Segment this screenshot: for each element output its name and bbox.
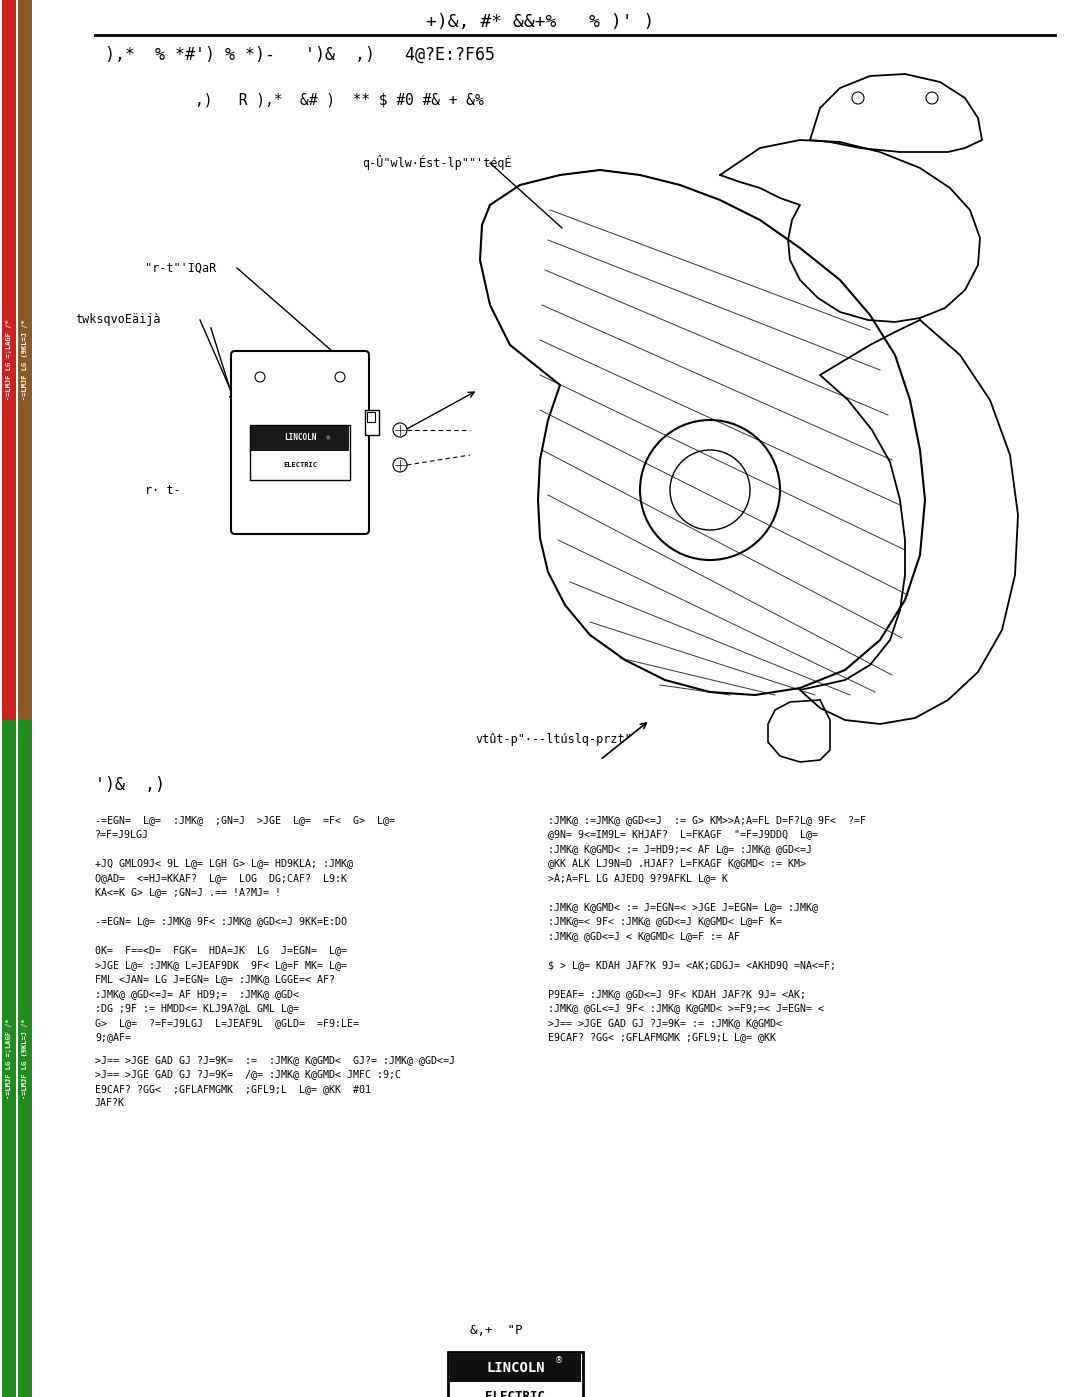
Text: >J== >JGE GAD GJ ?J=9K=  /@= :JMK@ K@GMD< JMFC :9;C: >J== >JGE GAD GJ ?J=9K= /@= :JMK@ K@GMD<… bbox=[95, 1070, 401, 1080]
Text: @9N= 9<=IM9L= KHJAF?  L=FKAGF  "=F=J9DDQ  L@=: @9N= 9<=IM9L= KHJAF? L=FKAGF "=F=J9DDQ L… bbox=[548, 830, 818, 840]
Bar bbox=[18, 719, 32, 1397]
Text: &,+  "P: &,+ "P bbox=[470, 1323, 523, 1337]
Text: ?=F=J9LGJ: ?=F=J9LGJ bbox=[95, 830, 149, 840]
Text: ®: ® bbox=[325, 436, 329, 441]
Text: ®: ® bbox=[554, 1356, 563, 1365]
Text: O@AD=  <=HJ=KKAF?  L@=  LOG  DG;CAF?  L9:K: O@AD= <=HJ=KKAF? L@= LOG DG;CAF? L9:K bbox=[95, 873, 347, 883]
Text: :JMK@ K@GMD< := J=EGN=< >JGE J=EGN= L@= :JMK@: :JMK@ K@GMD< := J=EGN=< >JGE J=EGN= L@= … bbox=[548, 902, 818, 912]
Text: 0K=  F==<D=  FGK=  HDA=JK  LG  J=EGN=  L@=: 0K= F==<D= FGK= HDA=JK LG J=EGN= L@= bbox=[95, 946, 347, 956]
Text: JAF?K: JAF?K bbox=[95, 1098, 125, 1108]
Text: >J== >JGE GAD GJ ?J=9K= := :JMK@ K@GMD<: >J== >JGE GAD GJ ?J=9K= := :JMK@ K@GMD< bbox=[548, 1018, 782, 1028]
Bar bbox=[2, 0, 16, 719]
Bar bbox=[450, 1354, 581, 1382]
Text: ELECTRIC: ELECTRIC bbox=[486, 1390, 545, 1397]
Bar bbox=[18, 0, 32, 719]
Text: q-Û"wlw·Ést-lp""'téqÉ: q-Û"wlw·Ést-lp""'téqÉ bbox=[362, 155, 512, 170]
Text: r· t-: r· t- bbox=[145, 483, 180, 496]
Text: E9CAF? ?GG< ;GFLAFMGMK ;GFL9;L L@= @KK: E9CAF? ?GG< ;GFLAFMGMK ;GFL9;L L@= @KK bbox=[548, 1032, 777, 1042]
Text: +)&, #* &&+%   % )' ): +)&, #* &&+% % )' ) bbox=[426, 13, 654, 31]
Text: FML <JAN= LG J=EGN= L@= :JMK@ LGGE=< AF?: FML <JAN= LG J=EGN= L@= :JMK@ LGGE=< AF? bbox=[95, 975, 335, 985]
Text: G>  L@=  ?=F=J9LGJ  L=JEAF9L  @GLD=  =F9:LE=: G> L@= ?=F=J9LGJ L=JEAF9L @GLD= =F9:LE= bbox=[95, 1018, 359, 1028]
Bar bbox=[251, 426, 349, 451]
Text: :JMK@ K@GMD< := J=HD9;=< AF L@= :JMK@ @GD<=J: :JMK@ K@GMD< := J=HD9;=< AF L@= :JMK@ @G… bbox=[548, 844, 812, 854]
Bar bbox=[249, 425, 350, 481]
Text: >JGE L@= :JMK@ L=JEAF9DK  9F< L@=F MK= L@=: >JGE L@= :JMK@ L=JEAF9DK 9F< L@=F MK= L@… bbox=[95, 960, 347, 970]
Text: -=LMJF LG =;LAGF /*: -=LMJF LG =;LAGF /* bbox=[6, 1018, 12, 1099]
Text: ELECTRIC: ELECTRIC bbox=[283, 462, 318, 468]
Text: vtût-p"·--ltúslq-przt": vtût-p"·--ltúslq-przt" bbox=[475, 733, 632, 746]
Text: -=LMJF LG (9KL=J /*: -=LMJF LG (9KL=J /* bbox=[22, 1018, 28, 1099]
Text: :JMK@ @GD<=J < K@GMD< L@=F := AF: :JMK@ @GD<=J < K@GMD< L@=F := AF bbox=[548, 930, 740, 942]
Text: :DG ;9F := HMDD<= KLJ9A?@L GML L@=: :DG ;9F := HMDD<= KLJ9A?@L GML L@= bbox=[95, 1003, 299, 1013]
Text: -=LMJF LG =;LAGF /*: -=LMJF LG =;LAGF /* bbox=[6, 320, 12, 401]
Text: +JQ GMLO9J< 9L L@= LGH G> L@= HD9KLA; :JMK@: +JQ GMLO9J< 9L L@= LGH G> L@= HD9KLA; :J… bbox=[95, 859, 353, 869]
Text: P9EAF= :JMK@ @GD<=J 9F< KDAH JAF?K 9J= <AK;: P9EAF= :JMK@ @GD<=J 9F< KDAH JAF?K 9J= <… bbox=[548, 989, 806, 999]
Bar bbox=[448, 1352, 583, 1397]
Text: $ > L@= KDAH JAF?K 9J= <AK;GDGJ= <AKHD9Q =NA<=F;: $ > L@= KDAH JAF?K 9J= <AK;GDGJ= <AKHD9Q… bbox=[548, 960, 836, 970]
Text: :JMK@=< 9F< :JMK@ @GD<=J K@GMD< L@=F K=: :JMK@=< 9F< :JMK@ @GD<=J K@GMD< L@=F K= bbox=[548, 916, 782, 926]
Bar bbox=[2, 719, 16, 1397]
Text: :JMK@ :=JMK@ @GD<=J  := G> KM>>A;A=FL D=F?L@ 9F<  ?=F: :JMK@ :=JMK@ @GD<=J := G> KM>>A;A=FL D=F… bbox=[548, 814, 866, 826]
Text: :JMK@ @GD<=J= AF HD9;=  :JMK@ @GD<: :JMK@ @GD<=J= AF HD9;= :JMK@ @GD< bbox=[95, 989, 299, 999]
Text: "r-t"'IQaR: "r-t"'IQaR bbox=[145, 261, 216, 274]
Text: twksqvoEäijà: twksqvoEäijà bbox=[75, 313, 161, 327]
Text: LINCOLN: LINCOLN bbox=[284, 433, 316, 443]
Text: >A;A=FL LG AJEDQ 9?9AFKL L@= K: >A;A=FL LG AJEDQ 9?9AFKL L@= K bbox=[548, 873, 728, 883]
Text: @KK ALK LJ9N=D .HJAF? L=FKAGF K@GMD< := KM>: @KK ALK LJ9N=D .HJAF? L=FKAGF K@GMD< := … bbox=[548, 859, 806, 869]
Text: ),*  % *#') % *)-   ')&  ,)   4@?E:?F65: ),* % *#') % *)- ')& ,) 4@?E:?F65 bbox=[105, 46, 495, 64]
Text: >J== >JGE GAD GJ ?J=9K=  :=  :JMK@ K@GMD<  GJ?= :JMK@ @GD<=J: >J== >JGE GAD GJ ?J=9K= := :JMK@ K@GMD< … bbox=[95, 1055, 455, 1065]
Text: -=EGN=  L@=  :JMK@  ;GN=J  >JGE  L@=  =F<  G>  L@=: -=EGN= L@= :JMK@ ;GN=J >JGE L@= =F< G> L… bbox=[95, 814, 395, 826]
Text: 9;@AF=: 9;@AF= bbox=[95, 1032, 131, 1042]
Text: E9CAF? ?GG<  ;GFLAFMGMK  ;GFL9;L  L@= @KK  #01: E9CAF? ?GG< ;GFLAFMGMK ;GFL9;L L@= @KK #… bbox=[95, 1084, 372, 1094]
Text: ,)   R ),*  &# )  ** $ #0 #& + &%: ,) R ),* &# ) ** $ #0 #& + &% bbox=[195, 92, 484, 108]
Text: -=EGN= L@= :JMK@ 9F< :JMK@ @GD<=J 9KK=E:DO: -=EGN= L@= :JMK@ 9F< :JMK@ @GD<=J 9KK=E:… bbox=[95, 916, 347, 926]
Text: ')&  ,): ')& ,) bbox=[95, 775, 165, 793]
Text: LINCOLN: LINCOLN bbox=[486, 1361, 544, 1375]
Bar bbox=[365, 409, 379, 434]
Text: :JMK@ @GL<=J 9F< :JMK@ K@GMD< >=F9;=< J=EGN= <: :JMK@ @GL<=J 9F< :JMK@ K@GMD< >=F9;=< J=… bbox=[548, 1003, 824, 1013]
Bar bbox=[367, 412, 375, 422]
FancyBboxPatch shape bbox=[231, 351, 369, 534]
Text: -=LMJF LG (9KL=J /*: -=LMJF LG (9KL=J /* bbox=[22, 320, 28, 401]
Text: KA<=K G> L@= ;GN=J .== !A?MJ= !: KA<=K G> L@= ;GN=J .== !A?MJ= ! bbox=[95, 887, 281, 897]
